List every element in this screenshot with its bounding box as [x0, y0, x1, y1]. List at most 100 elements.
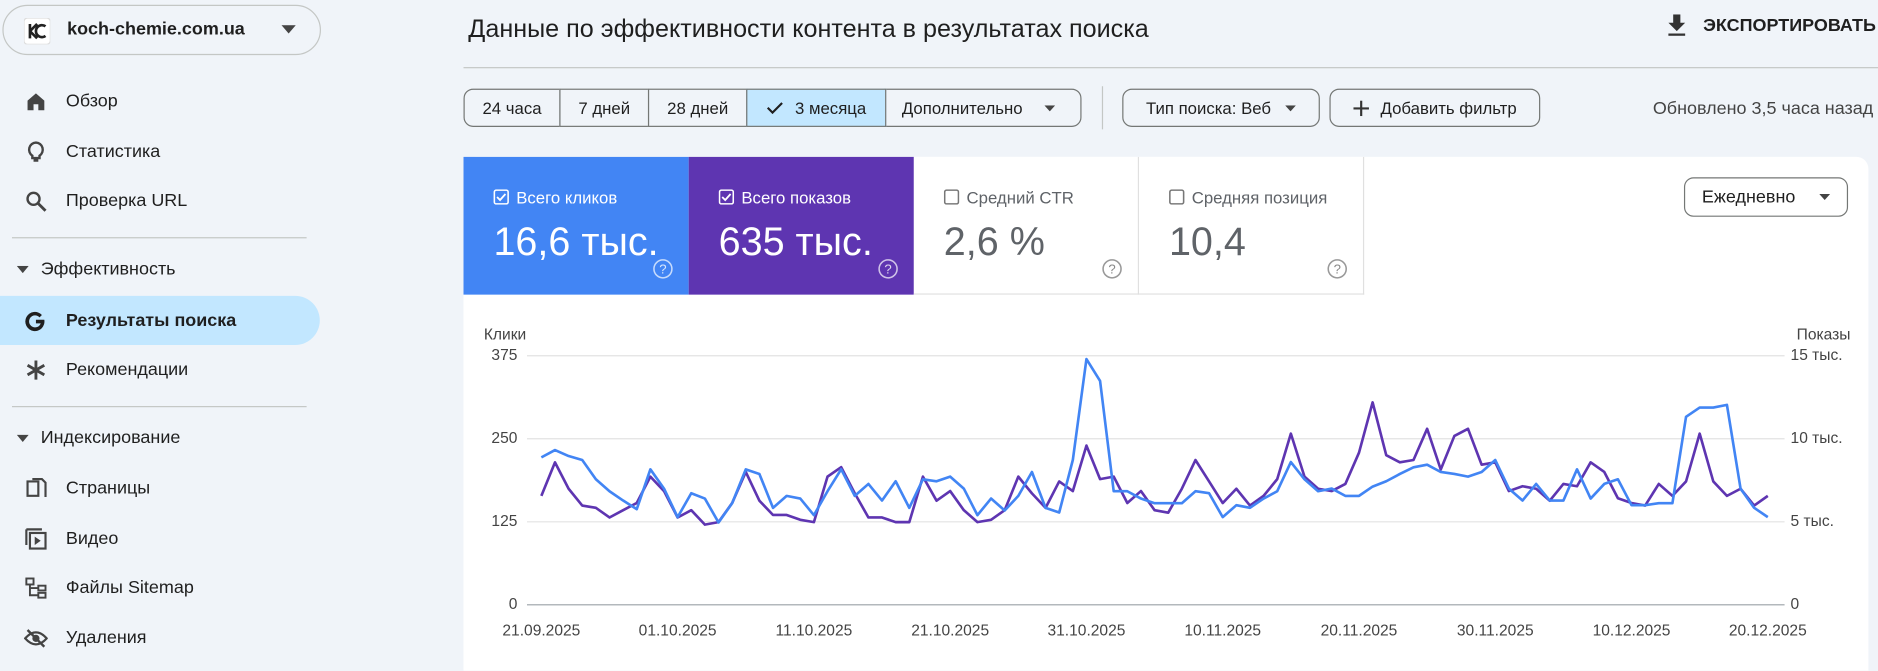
range-label: 28 дней — [667, 98, 729, 118]
metric-label: Всего показов — [741, 188, 851, 208]
svg-text:?: ? — [1334, 262, 1341, 277]
range-button[interactable]: 3 месяца — [746, 88, 887, 127]
nav-item[interactable]: Файлы Sitemap — [0, 563, 320, 612]
nav-item[interactable]: Страницы — [0, 464, 320, 513]
range-button[interactable]: 7 дней — [559, 88, 650, 127]
property-selector[interactable]: koch-chemie.com.ua — [2, 4, 321, 56]
metric-label: Средняя позиция — [1191, 188, 1328, 208]
help-icon[interactable]: ? — [653, 259, 673, 279]
caret — [1285, 104, 1297, 111]
y-tick-label: 125 — [491, 513, 517, 530]
caret — [1819, 194, 1831, 201]
nav-label: Статистика — [65, 141, 161, 162]
separator — [11, 406, 307, 408]
range-label: 24 часа — [482, 98, 542, 118]
page-title: Данные по эффективности контента в резул… — [468, 15, 1149, 44]
x-tick-label: 11.10.2025 — [776, 622, 853, 639]
icon — [26, 477, 47, 497]
range-label: 3 месяца — [794, 98, 867, 118]
x-tick-label: 20.12.2025 — [1729, 622, 1807, 639]
icon — [27, 140, 44, 162]
add-filter[interactable]: Добавить фильтр — [1329, 88, 1541, 127]
granularity-select[interactable]: Ежедневно — [1683, 177, 1849, 217]
metric-value: 2,6 % — [943, 219, 1045, 264]
range-button[interactable]: 28 дней — [647, 88, 748, 127]
y2-tick-label: 5 тыс. — [1791, 513, 1834, 530]
help-icon[interactable]: ? — [1327, 259, 1347, 279]
nav-section[interactable]: Индексирование — [16, 427, 181, 448]
nav-item[interactable]: Рекомендации — [0, 345, 320, 394]
nav-item[interactable]: Проверка URL — [0, 176, 320, 225]
y2-axis-title: Показы — [1797, 326, 1851, 343]
section-label: Индексирование — [40, 427, 181, 448]
y2-tick-label: 10 тыс. — [1791, 430, 1843, 447]
metric-card[interactable]: Средняя позиция 10,4? — [1139, 156, 1365, 295]
x-tick-label: 01.10.2025 — [639, 622, 717, 639]
help-icon[interactable]: ? — [1102, 259, 1122, 279]
updated-note: Обновлено 3,5 часа назад — [1652, 98, 1874, 119]
caret — [16, 434, 29, 442]
check-icon — [766, 101, 783, 114]
nav-item[interactable]: Видео — [0, 514, 320, 563]
nav-label: Проверка URL — [65, 190, 188, 211]
property-name: koch-chemie.com.ua — [67, 19, 245, 40]
nav-item[interactable]: Обзор — [0, 77, 320, 126]
nav-item[interactable]: Статистика — [0, 127, 320, 176]
export-button[interactable]: ЭКСПОРТИРОВАТЬ — [1667, 14, 1876, 36]
nav-label: Результаты поиска — [65, 310, 237, 331]
search-type-filter[interactable]: Тип поиска: Веб — [1122, 88, 1320, 127]
x-tick-label: 10.12.2025 — [1593, 622, 1671, 639]
y2-tick-label: 0 — [1791, 596, 1800, 613]
metric-card[interactable]: Всего показов 635 тыс.? — [688, 156, 914, 295]
checkbox[interactable] — [943, 189, 960, 205]
nav-item[interactable]: Результаты поиска — [0, 295, 320, 345]
metric-value: 635 тыс. — [718, 219, 873, 264]
nav-label: Обзор — [65, 91, 118, 112]
nav-label: Страницы — [65, 477, 151, 499]
series-line — [540, 401, 1769, 526]
series-line — [540, 357, 1769, 524]
metric-card[interactable]: Всего кликов 16,6 тыс.? — [463, 156, 689, 295]
more-label: Дополнительно — [901, 98, 1023, 118]
add-filter-label: Добавить фильтр — [1380, 98, 1517, 118]
x-tick-label: 21.09.2025 — [502, 622, 580, 639]
x-tick-label: 20.11.2025 — [1321, 622, 1398, 639]
caret — [1044, 104, 1055, 111]
icon — [23, 628, 48, 648]
range-button[interactable]: 24 часа — [463, 88, 561, 127]
metric-value: 10,4 — [1168, 219, 1246, 264]
nav-section[interactable]: Эффективность — [16, 258, 176, 280]
checkbox[interactable] — [718, 189, 735, 205]
checkbox[interactable] — [493, 189, 509, 205]
icon — [25, 527, 47, 550]
granularity-label: Ежедневно — [1701, 186, 1796, 208]
download-icon — [1668, 14, 1686, 36]
header-divider — [463, 67, 1878, 69]
x-tick-label: 31.10.2025 — [1048, 622, 1126, 639]
help-icon[interactable]: ? — [878, 259, 898, 279]
svg-text:?: ? — [884, 262, 891, 277]
checkbox[interactable] — [1169, 189, 1185, 205]
icon — [26, 359, 46, 380]
metric-label: Всего кликов — [516, 188, 618, 208]
range-label: 7 дней — [578, 98, 631, 118]
metric-value: 16,6 тыс. — [493, 219, 659, 264]
svg-text:?: ? — [659, 262, 666, 277]
x-tick-label: 10.11.2025 — [1184, 622, 1261, 639]
metric-card[interactable]: Средний CTR 2,6 %? — [913, 156, 1140, 295]
icon — [27, 92, 45, 110]
icon — [25, 576, 47, 599]
dropdown-caret — [281, 25, 296, 34]
metric-label: Средний CTR — [966, 188, 1074, 208]
nav-label: Файлы Sitemap — [65, 577, 194, 598]
caret — [16, 265, 29, 273]
section-label: Эффективность — [40, 258, 176, 280]
icon — [26, 191, 47, 212]
divider — [1101, 86, 1104, 130]
export-label: ЭКСПОРТИРОВАТЬ — [1703, 14, 1876, 36]
x-tick-label: 21.10.2025 — [911, 622, 989, 639]
nav-item[interactable]: Удаления — [0, 613, 320, 662]
